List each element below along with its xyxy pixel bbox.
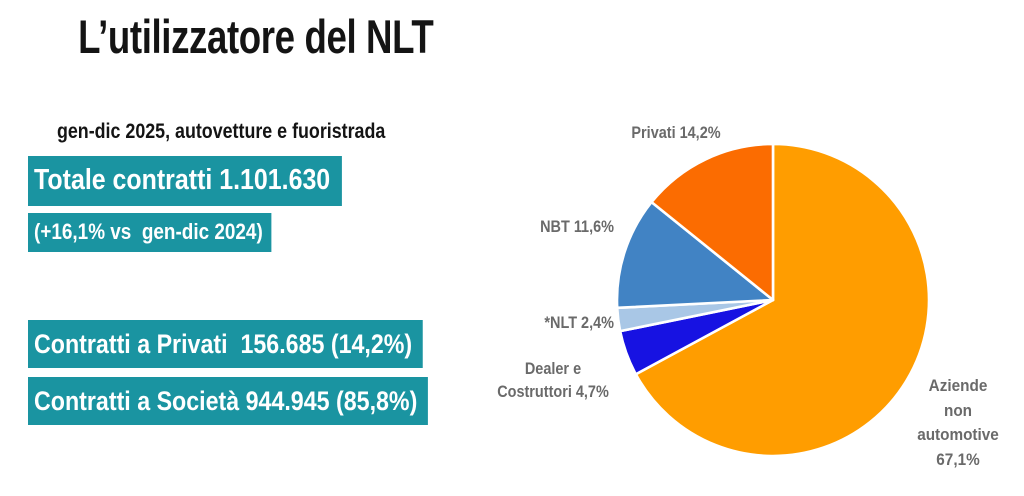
pie-slice-privati: [650, 142, 775, 302]
private-contracts-badge: Contratti a Privati 156.685 (14,2%): [28, 320, 423, 369]
pie-slice-nbt: [615, 200, 775, 310]
period-subtitle: gen-dic 2025, autovetture e fuoristrada: [56, 120, 386, 143]
pie-slice-aziende: [634, 142, 931, 458]
pie-label-nbt: NBT 11,6%: [540, 217, 614, 236]
total-contracts-badge: Totale contratti 1.101.630: [28, 156, 343, 206]
pie-label-dealer: Dealer e Costruttori 4,7%: [497, 359, 609, 401]
yoy-change-badge: (+16,1% vs gen-dic 2024): [28, 213, 272, 253]
pie-label-aziende: Aziende non automotive 67,1%: [917, 376, 999, 469]
company-contracts-badge: Contratti a Società 944.945 (85,8%): [28, 377, 428, 426]
pie-chart: [613, 140, 933, 460]
page-title: L’utilizzatore del NLT: [78, 10, 434, 63]
pie-label-nlt: *NLT 2,4%: [544, 313, 614, 332]
pie-label-privati: Privati 14,2%: [631, 123, 721, 142]
pie-svg: [615, 142, 931, 458]
